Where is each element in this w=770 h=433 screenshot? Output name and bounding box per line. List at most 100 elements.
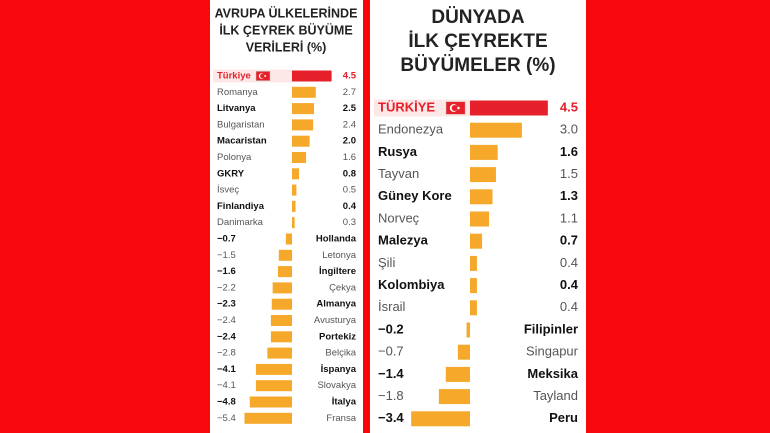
category-label: Singapur bbox=[526, 344, 579, 359]
bar bbox=[292, 103, 314, 115]
bar bbox=[470, 189, 493, 205]
category-label: Türkiye bbox=[217, 71, 251, 82]
category-label: Peru bbox=[549, 410, 578, 425]
bar bbox=[470, 144, 498, 160]
category-label: Polonya bbox=[217, 152, 252, 163]
category-label: Macaristan bbox=[217, 136, 267, 147]
bar bbox=[255, 363, 292, 375]
category-label: İsrail bbox=[378, 299, 406, 314]
category-label: Bulgaristan bbox=[217, 119, 265, 130]
bar bbox=[470, 300, 477, 316]
value-label: −2.4 bbox=[217, 315, 236, 326]
bar bbox=[470, 278, 477, 294]
bar bbox=[267, 347, 292, 359]
bar bbox=[438, 389, 470, 405]
bar bbox=[292, 135, 310, 147]
category-label: Almanya bbox=[316, 299, 356, 310]
category-label: Finlandiya bbox=[217, 201, 265, 212]
bar bbox=[244, 412, 292, 424]
bar bbox=[255, 380, 292, 392]
category-label: GKRY bbox=[217, 168, 245, 179]
value-label: 2.0 bbox=[343, 136, 356, 147]
category-label: Şili bbox=[378, 255, 395, 270]
flag-crescent bbox=[451, 104, 458, 112]
bar bbox=[470, 167, 496, 183]
value-label: −1.6 bbox=[217, 266, 236, 277]
category-label: Rusya bbox=[378, 144, 418, 159]
value-label: 0.7 bbox=[560, 233, 578, 248]
bar bbox=[292, 119, 314, 131]
bar bbox=[270, 315, 292, 326]
category-label: Filipinler bbox=[524, 321, 578, 336]
value-label: 1.5 bbox=[560, 166, 578, 181]
bar bbox=[285, 233, 292, 245]
value-label: 3.0 bbox=[560, 122, 578, 137]
value-label: −1.8 bbox=[378, 388, 404, 403]
bar bbox=[292, 86, 316, 98]
flag-star bbox=[264, 75, 267, 77]
category-label: Slovakya bbox=[317, 380, 356, 391]
value-label: −2.4 bbox=[217, 331, 236, 342]
value-label: 1.6 bbox=[560, 144, 578, 159]
bar bbox=[470, 211, 490, 227]
value-label: −1.4 bbox=[378, 366, 404, 381]
category-label: İsveç bbox=[217, 185, 239, 196]
value-label: −2.3 bbox=[217, 299, 236, 310]
value-label: −1.5 bbox=[217, 250, 236, 261]
value-label: 0.8 bbox=[343, 168, 356, 179]
bar bbox=[292, 217, 295, 229]
highlight-band bbox=[213, 69, 292, 83]
bar bbox=[249, 396, 292, 408]
bar bbox=[292, 168, 300, 180]
value-label: −0.2 bbox=[378, 321, 404, 336]
value-label: −3.4 bbox=[378, 410, 404, 425]
bar bbox=[292, 200, 296, 212]
bar bbox=[272, 282, 292, 294]
category-label: Tayland bbox=[533, 388, 578, 403]
bar bbox=[457, 344, 470, 360]
bar bbox=[470, 233, 483, 249]
category-label: Norveç bbox=[378, 210, 420, 225]
category-label: Tayvan bbox=[378, 166, 419, 181]
bar bbox=[278, 249, 292, 261]
category-label: İngiltere bbox=[319, 266, 356, 277]
category-label: Romanya bbox=[217, 87, 258, 98]
value-label: 2.5 bbox=[343, 103, 357, 114]
category-label: Güney Kore bbox=[378, 188, 452, 203]
value-label: −0.7 bbox=[217, 234, 236, 245]
flag-star bbox=[457, 106, 460, 110]
category-label: İspanya bbox=[321, 364, 357, 375]
value-label: 0.4 bbox=[560, 277, 579, 292]
bar bbox=[470, 255, 477, 271]
bar bbox=[466, 322, 470, 338]
value-label: −4.1 bbox=[217, 364, 236, 375]
bar bbox=[411, 411, 470, 427]
flag-crescent bbox=[260, 73, 265, 79]
category-label: Letonya bbox=[322, 250, 357, 261]
category-label: Meksika bbox=[527, 366, 578, 381]
value-label: −2.2 bbox=[217, 282, 236, 293]
category-label: Danimarka bbox=[217, 217, 264, 228]
category-label: Endonezya bbox=[378, 122, 444, 137]
value-label: 0.5 bbox=[343, 185, 356, 196]
bar bbox=[445, 366, 470, 382]
value-label: 0.4 bbox=[343, 201, 357, 212]
category-label: Avusturya bbox=[314, 315, 357, 326]
chart-title: VERİLERİ (%) bbox=[246, 39, 327, 54]
value-label: 1.6 bbox=[343, 152, 356, 163]
value-label: 0.4 bbox=[560, 255, 578, 270]
value-label: −0.7 bbox=[378, 344, 404, 359]
value-label: 2.7 bbox=[343, 87, 356, 98]
category-label: Malezya bbox=[378, 233, 429, 248]
chart-title: AVRUPA ÜLKELERİNDE bbox=[215, 5, 358, 20]
category-label: Portekiz bbox=[319, 331, 356, 342]
bar bbox=[271, 298, 292, 310]
value-label: 1.3 bbox=[560, 188, 578, 203]
chart-title: DÜNYADA bbox=[431, 7, 525, 28]
category-label: TÜRKİYE bbox=[378, 99, 435, 114]
bar bbox=[292, 70, 332, 82]
value-label: −4.1 bbox=[217, 380, 236, 391]
category-label: Fransa bbox=[326, 413, 356, 424]
